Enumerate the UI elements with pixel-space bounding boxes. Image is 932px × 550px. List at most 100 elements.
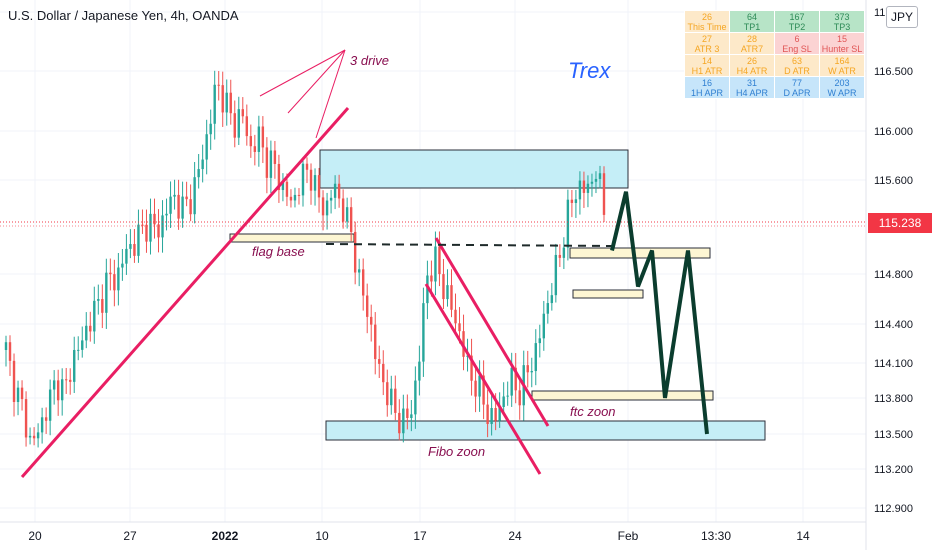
x-tick-label: 10 — [315, 529, 329, 543]
y-tick-label: 115.600 — [874, 175, 913, 187]
stats-value: 203 — [834, 77, 850, 88]
candle-body — [269, 150, 273, 178]
candle-body — [209, 123, 212, 135]
candle-body — [177, 194, 180, 219]
time-axis[interactable]: 20 27 2022 10 17 24 Feb 13:30 14 — [28, 529, 810, 543]
candle-body — [149, 213, 152, 242]
x-tick-label: 2022 — [212, 529, 239, 543]
candle-body — [56, 380, 60, 401]
candle-body — [478, 375, 481, 397]
candle-body — [217, 84, 220, 86]
x-tick-label: Feb — [618, 529, 639, 543]
candle-body — [52, 380, 56, 390]
candle-body — [386, 382, 389, 406]
candle-body — [105, 272, 108, 313]
candle-body — [450, 285, 453, 310]
candle-body — [337, 183, 341, 199]
candle-body — [273, 150, 277, 164]
candle-body — [430, 275, 433, 282]
zones — [229, 149, 766, 441]
candle-body — [321, 197, 325, 216]
candle-body — [241, 109, 244, 117]
candle-body — [285, 181, 289, 197]
candle-body — [189, 199, 192, 215]
stats-value: 26 — [746, 55, 757, 66]
candle-body — [374, 324, 377, 360]
stats-label: TP1 — [743, 21, 761, 32]
stats-label: H4 ATR — [736, 65, 768, 76]
ftc-zoon-label: ftc zoon — [570, 404, 616, 419]
stats-label: ATR 3 — [694, 43, 720, 54]
channel-upper-line — [434, 237, 550, 427]
candle-body — [554, 254, 558, 296]
candle-body — [466, 355, 469, 357]
ftc-zone — [531, 390, 714, 401]
candle-body — [426, 275, 429, 304]
candle-body — [36, 432, 40, 439]
candle-body — [93, 300, 96, 332]
candle-body — [153, 213, 156, 225]
candle-body — [510, 367, 513, 396]
candle-body — [28, 435, 32, 438]
candle-body — [293, 194, 297, 201]
stats-cell: 167 TP2 — [774, 10, 820, 33]
candle-body — [201, 159, 204, 170]
candle-body — [506, 395, 509, 397]
stats-cell: 64 TP1 — [729, 10, 775, 33]
candle-body — [221, 85, 224, 113]
candle-body — [85, 325, 88, 341]
stats-label: D ATR — [784, 65, 810, 76]
candle-body — [297, 194, 301, 196]
currency-button[interactable]: JPY — [886, 6, 918, 28]
candle-body — [277, 163, 281, 191]
candle-body — [406, 408, 409, 418]
candle-body — [357, 269, 361, 273]
candle-body — [249, 136, 253, 147]
candle-body — [353, 231, 357, 273]
flag-base-zone — [229, 233, 355, 243]
stats-label: D APR — [783, 87, 811, 98]
stats-label: Hunter SL — [821, 43, 863, 54]
flag-base-label: flag base — [252, 244, 305, 259]
stats-cell: 63 D ATR — [774, 54, 820, 77]
stats-cell: 28 ATR7 — [729, 32, 775, 55]
stats-cell: 6 Eng SL — [774, 32, 820, 55]
stats-row: 16 1H APR 31 H4 APR 77 D APR 203 W APR — [684, 76, 865, 99]
stats-label: H4 APR — [735, 87, 768, 98]
candle-body — [414, 380, 417, 415]
x-tick-label: 20 — [28, 529, 42, 543]
stats-value: 28 — [746, 33, 757, 44]
y-tick-label: 113.200 — [874, 464, 913, 476]
x-tick-label: 27 — [123, 529, 137, 543]
stats-cell: 14 H1 ATR — [684, 54, 730, 77]
candle-body — [494, 408, 497, 421]
stats-value: 164 — [834, 55, 850, 66]
candle-body — [265, 147, 269, 178]
candle-body — [81, 340, 84, 350]
candle-body — [333, 183, 337, 198]
candle-body — [253, 146, 257, 152]
candle-body — [73, 349, 76, 382]
candle-body — [137, 224, 140, 256]
candle-body — [418, 361, 421, 381]
candle-body — [65, 379, 68, 381]
stats-value: 15 — [836, 33, 847, 44]
x-tick-label: 13:30 — [701, 529, 731, 543]
price-axis[interactable]: 117.000116.500116.000115.600114.800114.4… — [874, 7, 913, 515]
candle-body — [40, 417, 44, 433]
candle-body — [586, 183, 590, 193]
y-tick-label: 113.800 — [874, 393, 913, 405]
candle-body — [474, 380, 477, 397]
current-price-tag: 115.238 — [868, 213, 932, 233]
candle-body — [458, 323, 461, 332]
candle-body — [349, 207, 353, 232]
candle-body — [77, 349, 80, 351]
candle-body — [317, 175, 321, 198]
supply-zone — [319, 149, 629, 189]
drive-pointer-3 — [315, 49, 346, 139]
candle-body — [125, 248, 128, 264]
candle-body — [566, 199, 570, 248]
candle-body — [402, 408, 405, 434]
stats-cell: 164 W ATR — [819, 54, 865, 77]
candle-body — [113, 274, 116, 291]
